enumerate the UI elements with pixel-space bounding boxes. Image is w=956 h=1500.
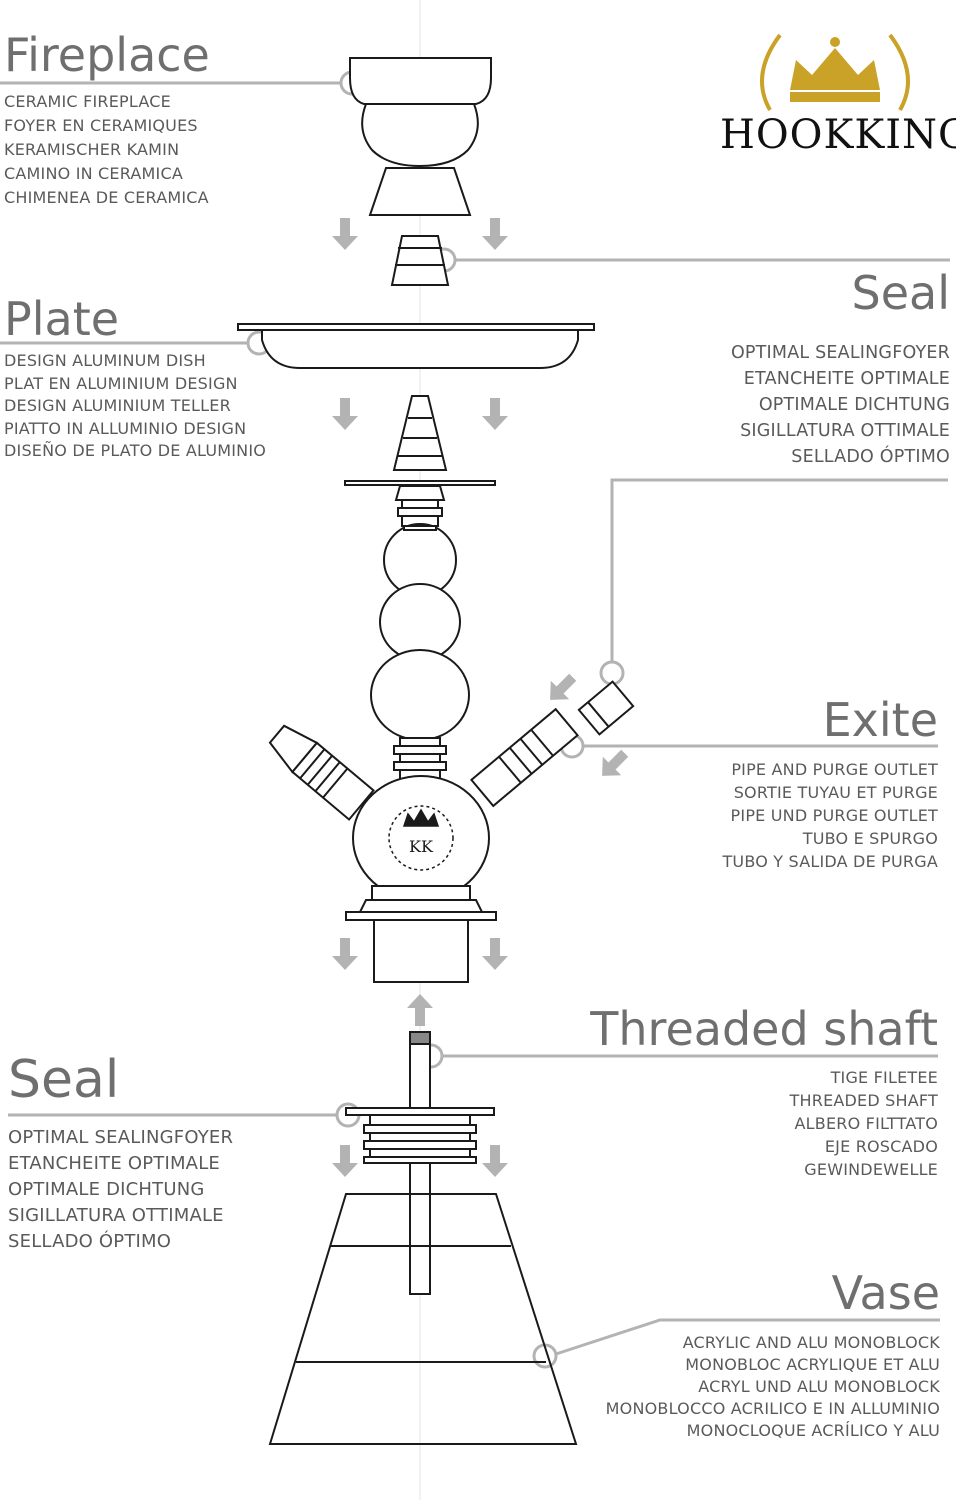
threaded-shaft-line: TIGE FILETEE	[830, 1068, 938, 1087]
stem-balls	[370, 523, 470, 781]
arrow-diagonal-icon	[540, 668, 582, 710]
seal-bottom-line: OPTIMAL SEALINGFOYER	[8, 1127, 234, 1148]
seal-top-title: Seal	[851, 266, 950, 320]
threaded-shaft-title: Threaded shaft	[590, 1002, 938, 1056]
seal-bottom-line: ETANCHEITE OPTIMALE	[8, 1153, 220, 1174]
seal-bottom-line: SELLADO ÓPTIMO	[8, 1231, 172, 1252]
threaded-shaft-line: ALBERO FILTTATO	[794, 1114, 938, 1133]
seal-top-line: SELLADO ÓPTIMO	[791, 447, 950, 467]
threaded-shaft-line: THREADED SHAFT	[789, 1091, 938, 1110]
left-port	[268, 724, 375, 821]
fireplace-title: Fireplace	[4, 28, 210, 82]
arrow-down-icon	[332, 398, 358, 430]
leader-exite-top	[610, 478, 948, 662]
arrow-down-icon	[332, 938, 358, 970]
vase-line: MONOBLOCCO ACRILICO E IN ALLUMINIO	[605, 1399, 940, 1418]
arrow-down-icon	[482, 218, 508, 250]
vase-line: ACRYL UND ALU MONOBLOCK	[698, 1377, 940, 1396]
fireplace-line: FOYER EN CERAMIQUES	[4, 116, 198, 135]
callout-exite-top	[599, 660, 625, 686]
vase-line: MONOCLOQUE ACRÍLICO Y ALU	[686, 1421, 940, 1440]
seal-top-line: OPTIMALE DICHTUNG	[758, 395, 950, 415]
exite-line: PIPE AND PURGE OUTLET	[731, 760, 938, 779]
crown-logo-icon	[760, 33, 910, 111]
arrow-down-icon	[482, 1145, 508, 1177]
arrow-up-icon	[407, 994, 433, 1026]
hookah-parts: KK	[237, 57, 635, 1445]
seal-bottom-line: OPTIMALE DICHTUNG	[8, 1179, 205, 1200]
head-cone	[344, 395, 496, 527]
plate-line: DISEÑO DE PLATO DE ALUMINIO	[4, 441, 267, 460]
fireplace-line: CERAMIC FIREPLACE	[4, 92, 171, 111]
exit-cap	[577, 680, 635, 736]
exite-line: SORTIE TUYAU ET PURGE	[733, 783, 938, 802]
seal-grommet	[345, 1107, 495, 1164]
vase-line: ACRYLIC AND ALU MONOBLOCK	[682, 1333, 940, 1352]
seal-top-line: OPTIMAL SEALINGFOYER	[730, 343, 950, 363]
brand-logo: HOOKKING	[720, 20, 956, 190]
vase-line: MONOBLOC ACRYLIQUE ET ALU	[685, 1355, 940, 1374]
vase	[268, 1193, 578, 1445]
arrow-down-icon	[332, 218, 358, 250]
exite-line: PIPE UND PURGE OUTLET	[730, 806, 938, 825]
vase-title: Vase	[831, 1266, 940, 1320]
fireplace-line: CHIMENEA DE CERAMICA	[4, 188, 209, 207]
arrow-down-icon	[482, 398, 508, 430]
threaded-shaft-description: TIGE FILETEE THREADED SHAFT ALBERO FILTT…	[790, 1066, 938, 1181]
exite-description: PIPE AND PURGE OUTLET SORTIE TUYAU ET PU…	[722, 758, 938, 873]
plate-description: DESIGN ALUMINUM DISH PLAT EN ALUMINIUM D…	[4, 350, 266, 463]
threaded-shaft-line: GEWINDEWELLE	[804, 1160, 938, 1179]
arrow-down-icon	[332, 1145, 358, 1177]
exite-line: TUBO E SPURGO	[802, 829, 938, 848]
right-port	[470, 707, 579, 808]
seal-top-line: SIGILLATURA OTTIMALE	[740, 421, 950, 441]
plate-line: DESIGN ALUMINUM DISH	[4, 351, 206, 370]
seal-top-description: OPTIMAL SEALINGFOYER ETANCHEITE OPTIMALE…	[731, 340, 950, 470]
fireplace-line: KERAMISCHER KAMIN	[4, 140, 180, 159]
seal-bottom-title: Seal	[8, 1050, 120, 1110]
exite-line: TUBO Y SALIDA DE PURGA	[722, 852, 938, 871]
fireplace-bowl	[349, 57, 492, 216]
seal-cone	[390, 235, 450, 286]
leader-vase	[555, 1318, 940, 1356]
svg-text:KK: KK	[409, 837, 434, 856]
plate-line: DESIGN ALUMINIUM TELLER	[4, 396, 231, 415]
seal-top-line: ETANCHEITE OPTIMALE	[743, 369, 950, 389]
brand-name: HOOKKING	[720, 112, 956, 158]
arrow-diagonal-icon	[592, 744, 634, 786]
fireplace-line: CAMINO IN CERAMICA	[4, 164, 183, 183]
seal-bottom-line: SIGILLATURA OTTIMALE	[8, 1205, 224, 1226]
plate-line: PLAT EN ALUMINIUM DESIGN	[4, 373, 238, 393]
fireplace-description: CERAMIC FIREPLACE FOYER EN CERAMIQUES KE…	[4, 90, 209, 210]
plate-title: Plate	[4, 292, 120, 346]
plate	[237, 323, 595, 369]
seal-bottom-description: OPTIMAL SEALINGFOYER ETANCHEITE OPTIMALE…	[8, 1125, 233, 1255]
exite-title: Exite	[822, 693, 938, 747]
plate-line: PIATTO IN ALLUMINIO DESIGN	[4, 418, 247, 438]
body-globe	[345, 775, 497, 983]
threaded-shaft-line: EJE ROSCADO	[824, 1137, 938, 1156]
crown-emblem: KK	[388, 805, 454, 871]
vase-description: ACRYLIC AND ALU MONOBLOCK MONOBLOC ACRYL…	[606, 1332, 940, 1442]
arrow-down-icon	[482, 938, 508, 970]
